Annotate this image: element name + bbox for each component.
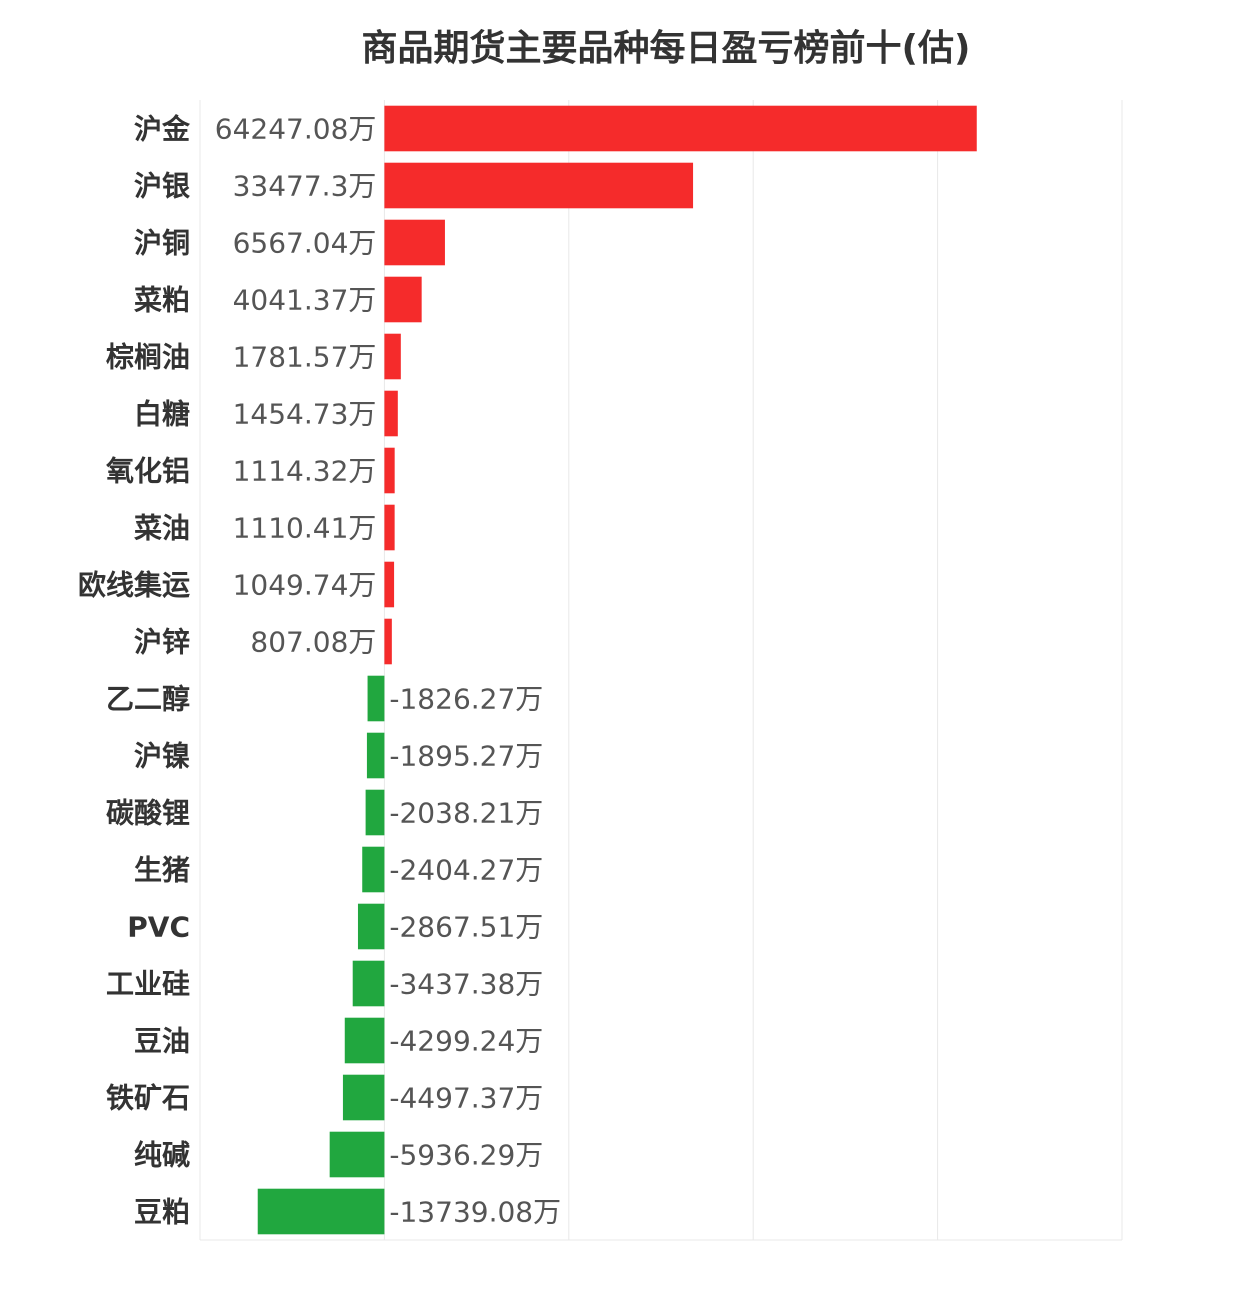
category-label-4: 棕榈油 xyxy=(106,341,190,374)
bar-11 xyxy=(366,732,385,779)
bar-3 xyxy=(384,276,422,323)
value-label-18: -5936.29万 xyxy=(389,1139,543,1172)
value-label-17: -4497.37万 xyxy=(389,1082,543,1115)
bars xyxy=(257,105,977,1235)
category-label-6: 氧化铝 xyxy=(106,455,190,488)
bar-13 xyxy=(362,846,385,893)
value-label-13: -2404.27万 xyxy=(389,854,543,887)
category-label-5: 白糖 xyxy=(134,398,190,431)
category-label-15: 工业硅 xyxy=(106,968,190,1001)
bar-4 xyxy=(384,333,401,380)
category-label-16: 豆油 xyxy=(134,1025,190,1058)
value-label-4: 1781.57万 xyxy=(233,341,377,374)
bar-18 xyxy=(329,1131,385,1178)
bar-14 xyxy=(357,903,385,950)
bar-16 xyxy=(344,1017,385,1064)
category-label-0: 沪金 xyxy=(134,113,191,146)
category-label-17: 铁矿石 xyxy=(106,1082,190,1115)
category-label-12: 碳酸锂 xyxy=(106,797,190,830)
category-label-14: PVC xyxy=(127,911,190,944)
bar-15 xyxy=(352,960,385,1007)
chart-title: 商品期货主要品种每日盈亏榜前十(估) xyxy=(362,28,971,69)
value-label-1: 33477.3万 xyxy=(233,170,377,203)
bar-12 xyxy=(365,789,385,836)
bar-0 xyxy=(384,105,977,152)
value-label-8: 1049.74万 xyxy=(233,569,377,602)
bar-10 xyxy=(367,675,385,722)
value-labels: 64247.08万 33477.3万 6567.04万 4041.37万 1781.57… xyxy=(215,113,561,1229)
value-label-10: -1826.27万 xyxy=(389,683,543,716)
category-label-3: 菜粕 xyxy=(134,284,190,317)
value-label-6: 1114.32万 xyxy=(233,455,377,488)
category-label-10: 乙二醇 xyxy=(106,683,190,716)
value-label-11: -1895.27万 xyxy=(389,740,543,773)
category-label-1: 沪银 xyxy=(134,170,191,203)
bar-2 xyxy=(384,219,445,266)
gridlines xyxy=(199,100,1123,1241)
value-label-16: -4299.24万 xyxy=(389,1025,543,1058)
bar-1 xyxy=(384,162,694,209)
bar-9 xyxy=(384,618,392,665)
category-label-9: 沪锌 xyxy=(134,626,190,659)
category-label-13: 生猪 xyxy=(134,854,190,887)
bar-17 xyxy=(342,1074,385,1121)
category-label-7: 菜油 xyxy=(134,512,190,545)
value-label-14: -2867.51万 xyxy=(389,911,543,944)
bar-8 xyxy=(384,561,395,608)
category-label-19: 豆粕 xyxy=(134,1196,190,1229)
value-label-9: 807.08万 xyxy=(250,626,376,659)
value-label-3: 4041.37万 xyxy=(233,284,377,317)
bar-5 xyxy=(384,390,398,437)
value-label-15: -3437.38万 xyxy=(389,968,543,1001)
category-label-18: 纯碱 xyxy=(134,1139,190,1172)
category-label-2: 沪铜 xyxy=(134,227,190,260)
value-label-2: 6567.04万 xyxy=(233,227,377,260)
category-label-11: 沪镍 xyxy=(134,740,190,773)
value-label-5: 1454.73万 xyxy=(233,398,377,431)
bar-19 xyxy=(257,1188,385,1235)
value-label-19: -13739.08万 xyxy=(389,1196,561,1229)
value-label-12: -2038.21万 xyxy=(389,797,543,830)
bar-6 xyxy=(384,447,395,494)
value-label-0: 64247.08万 xyxy=(215,113,377,146)
bar-7 xyxy=(384,504,395,551)
value-label-7: 1110.41万 xyxy=(233,512,377,545)
category-label-8: 欧线集运 xyxy=(78,569,190,602)
